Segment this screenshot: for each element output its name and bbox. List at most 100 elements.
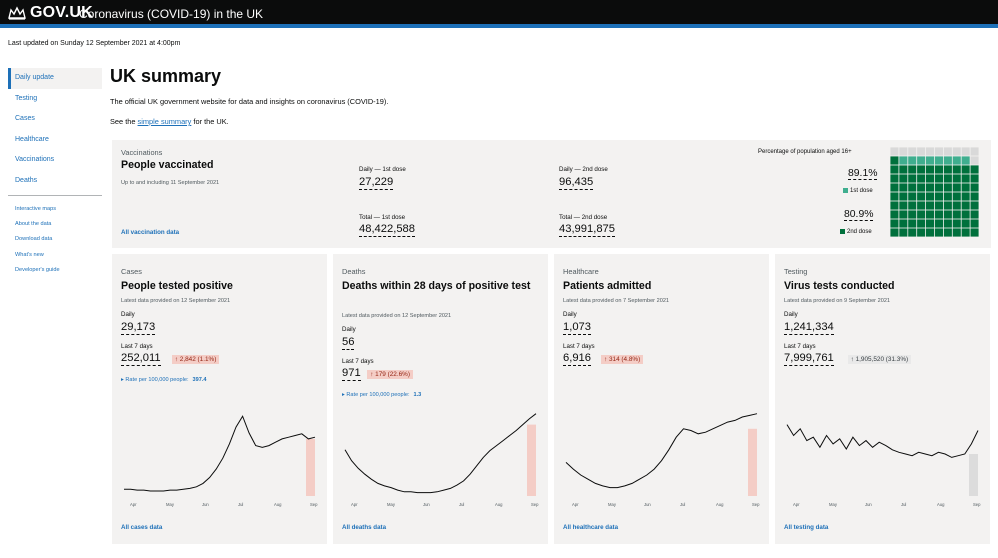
healthcare-week-value[interactable]: 6,916	[563, 352, 591, 366]
month-tick-label: Aug	[937, 502, 945, 507]
sidebar-link-interactive-maps[interactable]: Interactive maps	[15, 206, 57, 212]
waffle-cell	[961, 165, 970, 174]
healthcare-note: Latest data provided on 7 September 2021	[563, 298, 670, 304]
simple-summary-link[interactable]: simple summary	[137, 117, 192, 126]
cases-week-value[interactable]: 252,011	[121, 352, 161, 366]
vaccinations-note: Up to and including 11 September 2021	[121, 180, 220, 186]
sidebar-item-deaths[interactable]: Deaths	[15, 176, 38, 184]
waffle-cell	[908, 210, 917, 219]
waffle-cell	[926, 156, 935, 165]
month-tick-label: May	[608, 502, 616, 507]
first-dose-key: 1st dose	[843, 188, 873, 194]
population-label: Percentage of population aged 16+	[758, 149, 852, 155]
sidebar-link-developers-guide[interactable]: Developer's guide	[15, 266, 60, 273]
month-tick-label: Sep	[310, 502, 318, 507]
cases-rate-value: 397.4	[192, 377, 207, 383]
sidebar-item-vaccinations[interactable]: Vaccinations	[15, 156, 55, 163]
testing-all-data-link[interactable]: All testing data	[784, 524, 829, 531]
waffle-cell	[952, 228, 961, 237]
waffle-cell	[943, 228, 952, 237]
see-prefix: See the	[110, 117, 136, 126]
deaths-last-7-days-bar	[527, 424, 536, 496]
waffle-cell	[961, 174, 970, 183]
month-tick-label: Jun	[423, 502, 430, 507]
month-tick-label: Apr	[793, 502, 800, 507]
sidebar-link-about-data[interactable]: About the data	[15, 221, 52, 228]
month-tick-label: Jul	[680, 502, 686, 507]
month-tick-label: Sep	[973, 502, 981, 507]
sidebar-item-daily-update[interactable]: Daily update	[8, 68, 102, 89]
waffle-cell	[917, 201, 926, 210]
healthcare-change-value: 314 (4.8%)	[608, 356, 641, 363]
govuk-logo[interactable]: GOV.UK	[30, 4, 93, 21]
total-second-dose-value[interactable]: 43,991,875	[559, 223, 615, 237]
month-tick-label: Jun	[644, 502, 651, 507]
deaths-all-data-link[interactable]: All deaths data	[342, 524, 387, 531]
healthcare-trend-line	[565, 413, 758, 489]
waffle-cell	[943, 183, 952, 192]
waffle-cell	[890, 210, 899, 219]
waffle-cell	[952, 210, 961, 219]
month-tick-label: May	[166, 502, 174, 507]
waffle-cell	[934, 183, 943, 192]
second-dose-percentage[interactable]: 80.9%	[844, 209, 874, 221]
sidebar-link-whats-new[interactable]: What's new	[15, 251, 44, 258]
waffle-cell	[908, 192, 917, 201]
cases-change-arrow-icon: ↑	[174, 356, 178, 363]
waffle-cell	[934, 210, 943, 219]
sidebar-item-testing[interactable]: Testing	[15, 94, 38, 102]
healthcare-daily-value[interactable]: 1,073	[563, 321, 591, 335]
deaths-note: Latest data provided on 12 September 202…	[342, 313, 452, 319]
waffle-cell	[917, 165, 926, 174]
vaccinations-panel: Vaccinations People vaccinated Up to and…	[112, 140, 991, 248]
sidebar-item-cases[interactable]: Cases	[15, 115, 35, 122]
deaths-week-value[interactable]: 971	[342, 367, 361, 381]
first-dose-percentage[interactable]: 89.1%	[848, 168, 878, 180]
cases-card: Cases People tested positive Latest data p…	[112, 254, 327, 544]
waffle-cell	[926, 183, 935, 192]
testing-week-value[interactable]: 7,999,761	[784, 352, 834, 366]
daily-second-dose-label: Daily — 2nd dose	[559, 166, 608, 173]
waffle-cell	[899, 219, 908, 228]
all-vaccination-data-link[interactable]: All vaccination data	[121, 229, 180, 236]
waffle-cell	[917, 174, 926, 183]
see-suffix: for the UK.	[193, 117, 229, 126]
first-dose-key-label: 1st dose	[850, 188, 873, 194]
deaths-caption: Deaths	[342, 267, 366, 276]
waffle-cell	[970, 165, 979, 174]
deaths-rate-label: Rate per 100,000 people:	[346, 392, 410, 398]
month-tick-label: Jul	[901, 502, 907, 507]
daily-second-dose-value[interactable]: 96,435	[559, 176, 594, 190]
waffle-cell	[934, 228, 943, 237]
daily-first-dose-value[interactable]: 27,229	[359, 176, 394, 190]
cases-rate[interactable]: ▸ Rate per 100,000 people: 397.4	[121, 377, 207, 383]
deaths-rate[interactable]: ▸ Rate per 100,000 people: 1.3	[342, 392, 421, 398]
deaths-daily-value[interactable]: 56	[342, 336, 355, 350]
waffle-cell	[970, 201, 979, 210]
second-dose-swatch	[840, 229, 845, 234]
cases-rate-label: Rate per 100,000 people:	[125, 377, 189, 383]
waffle-cell	[970, 219, 979, 228]
cases-all-data-link[interactable]: All cases data	[121, 524, 163, 531]
waffle-cell	[952, 219, 961, 228]
waffle-cell	[890, 219, 899, 228]
month-tick-label: Sep	[531, 502, 539, 507]
sidebar-link-download-data[interactable]: Download data	[15, 236, 53, 243]
cases-daily-value[interactable]: 29,173	[121, 321, 156, 335]
healthcare-all-data-link[interactable]: All healthcare data	[563, 524, 619, 531]
service-name[interactable]: Coronavirus (COVID-19) in the UK	[79, 7, 264, 21]
deaths-card: Deaths Deaths within 28 days of positive …	[333, 254, 548, 544]
waffle-cell	[890, 201, 899, 210]
total-first-dose-value[interactable]: 48,422,588	[359, 223, 415, 237]
page-title: UK summary	[110, 66, 222, 86]
waffle-cell	[908, 183, 917, 192]
deaths-month-axis: Apr May Jun Jul Aug Sep	[341, 502, 540, 510]
healthcare-week-label: Last 7 days	[563, 343, 595, 350]
deaths-title: Deaths within 28 days of positive test	[342, 280, 531, 292]
deaths-change-value: 179 (22.6%)	[375, 371, 410, 378]
waffle-cell	[917, 156, 926, 165]
testing-daily-value[interactable]: 1,241,334	[784, 321, 834, 335]
month-tick-label: Jul	[238, 502, 244, 507]
sidebar-item-healthcare[interactable]: Healthcare	[15, 135, 49, 143]
month-tick-label: Aug	[495, 502, 503, 507]
